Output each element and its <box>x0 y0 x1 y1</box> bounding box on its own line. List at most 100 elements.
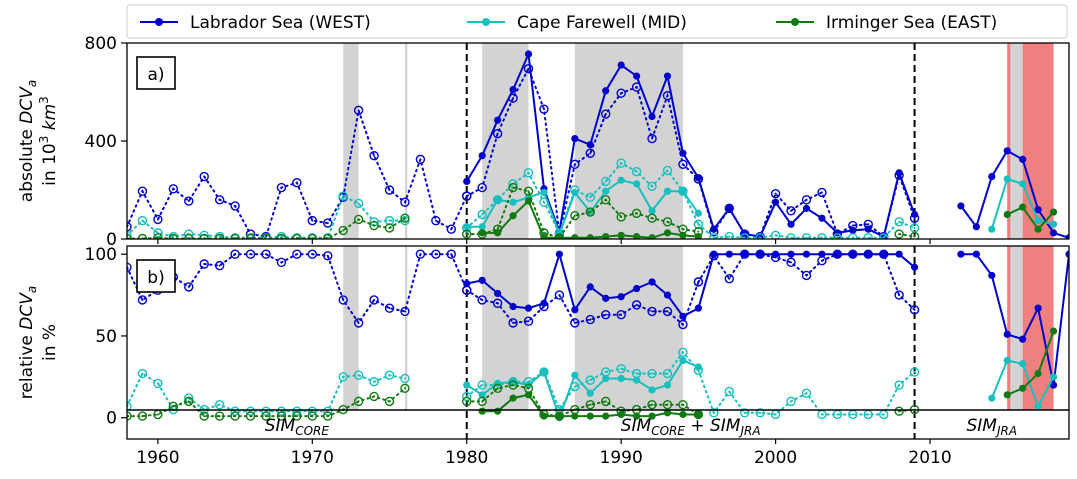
data-point <box>446 249 456 259</box>
data-point <box>137 186 148 196</box>
data-point <box>602 232 610 239</box>
data-point-center <box>249 415 252 418</box>
series-line <box>465 161 700 236</box>
data-point <box>910 263 919 271</box>
data-point-center <box>373 395 376 398</box>
data-point <box>153 233 163 239</box>
data-point <box>647 213 657 223</box>
data-point <box>571 134 579 143</box>
data-point <box>802 204 811 212</box>
data-point <box>740 233 750 239</box>
data-point-center <box>450 228 453 231</box>
data-point <box>910 210 919 219</box>
data-point-center <box>403 217 406 220</box>
data-point <box>817 187 827 198</box>
data-point-center <box>481 186 484 189</box>
data-point-center <box>141 372 144 375</box>
data-point <box>478 391 486 399</box>
data-point-center <box>203 262 206 265</box>
data-point-center <box>481 400 484 403</box>
data-point <box>369 220 379 231</box>
data-point <box>957 202 965 210</box>
data-point-center <box>357 374 360 377</box>
data-point <box>586 141 594 149</box>
gray-band <box>482 246 529 439</box>
data-point-center <box>512 97 515 100</box>
data-point <box>602 187 610 195</box>
data-point <box>462 396 472 407</box>
data-point <box>292 249 302 259</box>
data-point <box>523 168 534 178</box>
data-point <box>585 207 595 217</box>
data-point <box>509 212 517 220</box>
data-point <box>571 234 579 239</box>
data-point <box>509 394 517 402</box>
series-line <box>127 110 468 238</box>
data-point <box>509 302 517 311</box>
data-point-center <box>342 298 345 301</box>
red-band <box>1007 43 1011 239</box>
data-point <box>199 171 209 182</box>
data-point-center <box>527 190 530 193</box>
data-point-center <box>820 413 823 416</box>
data-point-center <box>651 403 654 406</box>
data-point <box>292 177 302 188</box>
data-point <box>648 412 656 420</box>
data-point <box>894 290 904 300</box>
data-point-center <box>373 380 376 383</box>
data-point <box>384 396 395 407</box>
data-point-center <box>681 351 684 354</box>
data-point-center <box>450 253 453 256</box>
data-point-center <box>357 218 360 221</box>
data-point <box>601 396 611 407</box>
data-point <box>400 306 410 317</box>
data-point-center <box>666 310 669 313</box>
data-point-center <box>712 236 715 239</box>
data-point <box>369 377 379 387</box>
data-point-center <box>388 189 391 191</box>
data-point-center <box>851 413 854 416</box>
data-point <box>817 233 827 239</box>
data-point <box>662 368 673 379</box>
data-point-center <box>666 169 669 172</box>
data-point-center <box>342 229 345 232</box>
data-point-center <box>403 201 406 204</box>
data-point <box>694 410 702 419</box>
data-point <box>555 234 563 239</box>
data-point <box>616 88 626 98</box>
data-point <box>462 229 472 239</box>
data-point <box>127 411 132 421</box>
data-point-center <box>651 185 654 188</box>
data-point <box>694 304 702 312</box>
data-point <box>214 411 225 421</box>
data-point <box>307 249 318 259</box>
data-point <box>988 225 996 233</box>
segment-label: SIMCORE <box>265 416 330 438</box>
data-point <box>633 180 641 188</box>
data-point <box>570 318 580 328</box>
gray-band <box>343 43 359 239</box>
data-point <box>801 270 812 281</box>
data-point <box>1019 360 1027 368</box>
data-point <box>463 177 471 186</box>
data-point <box>199 230 209 239</box>
data-point <box>602 294 610 302</box>
data-point <box>631 300 642 310</box>
data-point <box>662 399 673 410</box>
data-point <box>724 274 734 284</box>
data-point <box>1034 402 1042 410</box>
series-line <box>465 186 700 239</box>
data-point-center <box>697 230 700 233</box>
data-point-center <box>357 202 360 205</box>
data-point <box>463 280 471 288</box>
data-point <box>524 50 533 58</box>
gray-band <box>404 43 408 239</box>
data-point <box>601 176 611 187</box>
data-point <box>602 374 610 383</box>
data-point-center <box>604 313 607 316</box>
data-point <box>741 250 749 258</box>
data-point-center <box>481 213 484 216</box>
data-point-center <box>542 108 545 111</box>
data-point <box>1003 356 1011 365</box>
